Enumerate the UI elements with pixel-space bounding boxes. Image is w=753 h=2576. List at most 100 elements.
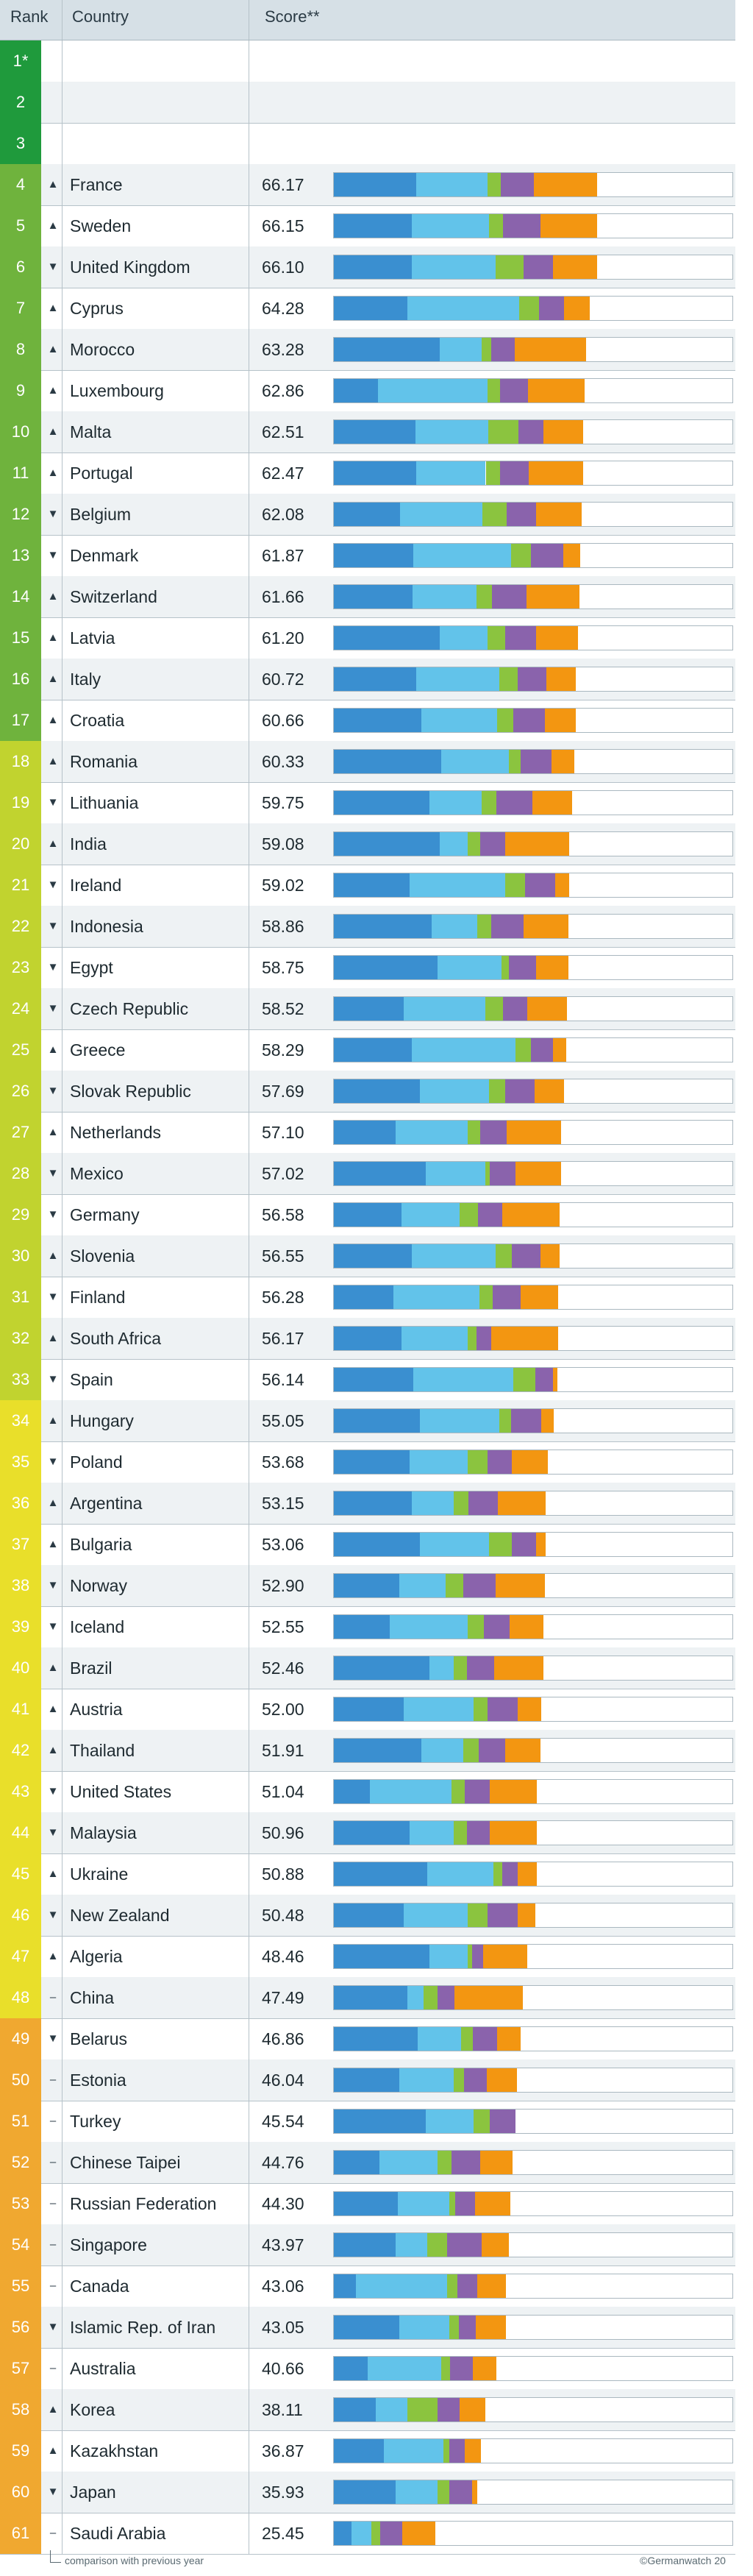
trend-indicator: ▲ — [47, 1703, 59, 1715]
table-row: 56 ▼ Islamic Rep. of Iran 43.05 — [0, 2307, 735, 2349]
rank-cell: 4 — [0, 164, 41, 205]
country-name: Malaysia — [70, 1823, 137, 1842]
score-bar-track — [333, 1120, 733, 1145]
score-bar-segment — [517, 1862, 537, 1886]
score-bar-segment — [431, 915, 478, 938]
rank-cell: 17 — [0, 700, 41, 741]
country-name: Cyprus — [70, 299, 124, 318]
table-row: 46 ▼ New Zealand 50.48 — [0, 1895, 735, 1937]
country-name: United Kingdom — [70, 258, 190, 277]
trend-indicator: ▲ — [47, 1497, 59, 1509]
score-bar-segment — [334, 1697, 404, 1721]
score-bar-segment — [334, 1739, 422, 1762]
trend-indicator: ▲ — [47, 714, 59, 726]
score-bar-track — [333, 996, 733, 1021]
score-bar-segment — [486, 2068, 518, 2092]
trend-indicator: ▲ — [47, 1126, 59, 1138]
rank-cell: 50 — [0, 2059, 41, 2101]
score-bar-track — [333, 2356, 733, 2381]
score-value: 44.76 — [262, 2153, 304, 2172]
table-row: 54– Singapore 43.97 — [0, 2224, 735, 2266]
score-bar-segment — [409, 1450, 468, 1474]
trend-indicator: ▼ — [47, 2485, 59, 2498]
column-divider — [62, 1441, 63, 1483]
score-bar-segment — [503, 214, 540, 238]
country-name: Turkey — [70, 2112, 121, 2131]
score-bar-segment — [490, 1780, 538, 1803]
score-bar-segment — [441, 2357, 450, 2380]
score-bar-segment — [449, 2439, 465, 2463]
rank-cell: 48 — [0, 1977, 41, 2018]
score-value: 50.88 — [262, 1864, 304, 1884]
table-row: 26 ▼ Slovak Republic 57.69 — [0, 1071, 735, 1113]
score-bar-segment — [334, 1162, 426, 1185]
score-bar-segment — [334, 2480, 396, 2504]
score-bar-segment — [334, 173, 416, 196]
score-value: 60.33 — [262, 752, 304, 771]
score-bar-segment — [411, 1038, 515, 1062]
score-bar-segment — [472, 2480, 477, 2504]
score-bar-segment — [532, 791, 573, 815]
score-bar-track — [333, 172, 733, 197]
score-bar-segment — [368, 2357, 442, 2380]
score-bar-segment — [377, 379, 488, 402]
score-bar-segment — [413, 544, 512, 567]
score-bar-segment — [334, 1079, 420, 1103]
score-bar-segment — [489, 1079, 506, 1103]
score-bar-segment — [488, 420, 518, 444]
score-bar-segment — [413, 1368, 513, 1391]
table-row: 32 ▲ South Africa 56.17 — [0, 1318, 735, 1360]
score-bar-track — [333, 2068, 733, 2093]
score-bar-segment — [334, 2068, 400, 2092]
score-bar-segment — [527, 585, 580, 608]
score-bar-segment — [334, 255, 412, 279]
column-divider — [62, 1689, 63, 1730]
table-row: 1* — [0, 40, 735, 82]
score-bar-segment — [460, 2398, 486, 2421]
score-bar-segment — [467, 1615, 485, 1639]
score-bar-segment — [496, 2027, 521, 2051]
score-value: 56.55 — [262, 1246, 304, 1266]
column-divider — [62, 1565, 63, 1606]
rank-cell: 27 — [0, 1112, 41, 1153]
score-bar-segment — [441, 750, 510, 773]
score-value: 58.86 — [262, 917, 304, 936]
country-name: Japan — [70, 2483, 116, 2502]
table-row: 28 ▼ Mexico 57.02 — [0, 1153, 735, 1195]
score-bar-segment — [334, 1903, 404, 1927]
table-row: 47 ▲ Algeria 48.46 — [0, 1936, 735, 1978]
column-divider — [62, 1277, 63, 1318]
score-bar-segment — [439, 626, 488, 650]
score-value: 50.48 — [262, 1906, 304, 1925]
column-divider — [62, 0, 63, 40]
score-bar-segment — [497, 709, 514, 732]
score-bar-segment — [334, 1409, 420, 1433]
rank-cell: 26 — [0, 1071, 41, 1112]
score-bar-segment — [502, 997, 527, 1021]
column-divider — [62, 741, 63, 782]
country-name: United States — [70, 1782, 172, 1801]
score-bar-segment — [505, 1739, 541, 1762]
score-value: 59.08 — [262, 834, 304, 854]
score-bar-segment — [540, 1244, 560, 1268]
score-bar-segment — [409, 873, 506, 897]
score-bar-track — [333, 584, 733, 609]
trend-indicator: ▼ — [47, 796, 59, 809]
score-bar-segment — [479, 1285, 493, 1309]
country-name: Italy — [70, 670, 101, 689]
score-bar-segment — [334, 1986, 408, 2009]
column-divider — [62, 823, 63, 865]
score-bar-segment — [467, 1121, 481, 1144]
score-bar-segment — [415, 461, 486, 485]
rank-cell: 28 — [0, 1153, 41, 1194]
score-value: 48.46 — [262, 1947, 304, 1966]
score-bar-segment — [472, 2357, 496, 2380]
score-value: 59.02 — [262, 876, 304, 895]
score-bar-segment — [480, 1121, 507, 1144]
score-bar-segment — [477, 915, 491, 938]
score-bar-segment — [447, 2233, 482, 2257]
score-bar-segment — [499, 1409, 512, 1433]
column-divider — [62, 1071, 63, 1112]
column-divider — [62, 82, 63, 123]
score-bar-segment — [397, 2192, 450, 2215]
